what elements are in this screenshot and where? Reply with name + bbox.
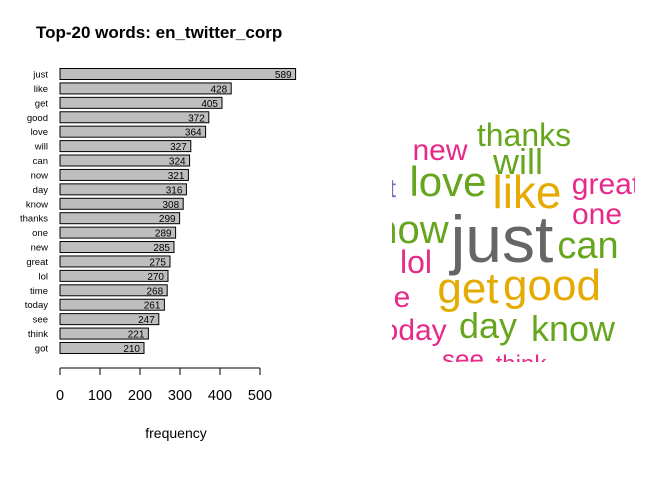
cloud-word: thanks bbox=[477, 117, 571, 153]
bar bbox=[59, 197, 184, 210]
cloud-word: lol bbox=[400, 244, 432, 280]
bar bbox=[59, 125, 207, 138]
value-label: 221 bbox=[128, 330, 145, 341]
y-tick-label: like bbox=[34, 84, 48, 95]
x-tick-label: 200 bbox=[128, 388, 152, 404]
bar bbox=[59, 212, 181, 225]
y-tick-label: see bbox=[33, 315, 48, 326]
x-tick-label: 400 bbox=[208, 388, 232, 404]
value-label: 589 bbox=[275, 70, 292, 81]
y-tick-label: got bbox=[35, 343, 49, 354]
cloud-word: like bbox=[492, 166, 561, 218]
bar bbox=[59, 226, 177, 239]
bar bbox=[59, 341, 145, 354]
cloud-word: got bbox=[360, 173, 397, 203]
chart-title: Top-20 words: en_twitter_corp bbox=[36, 23, 282, 42]
value-label: 327 bbox=[170, 142, 187, 153]
value-label: 405 bbox=[201, 99, 218, 110]
bar bbox=[59, 82, 232, 95]
cloud-word: think bbox=[496, 351, 548, 378]
x-tick-label: 0 bbox=[56, 388, 64, 404]
y-tick-label: think bbox=[28, 329, 48, 340]
cloud-word: one bbox=[572, 198, 622, 231]
y-tick-label: one bbox=[32, 228, 48, 239]
bar bbox=[59, 168, 189, 181]
y-tick-label: can bbox=[33, 156, 48, 167]
bar bbox=[59, 327, 149, 340]
bar bbox=[59, 269, 169, 282]
y-tick-label: just bbox=[32, 70, 48, 81]
cloud-word: now bbox=[375, 208, 448, 252]
value-label: 270 bbox=[147, 272, 164, 283]
cloud-word: get bbox=[437, 264, 498, 313]
y-tick-label: love bbox=[31, 127, 48, 138]
y-tick-label: good bbox=[27, 113, 48, 124]
cloud-word: time bbox=[354, 281, 411, 314]
cloud-word: just bbox=[449, 202, 554, 276]
value-label: 324 bbox=[169, 157, 186, 168]
y-tick-label: today bbox=[25, 300, 48, 311]
value-label: 210 bbox=[123, 344, 140, 355]
bar bbox=[59, 140, 192, 153]
value-label: 321 bbox=[168, 171, 185, 182]
value-label: 308 bbox=[163, 200, 180, 211]
bar bbox=[59, 111, 210, 124]
cloud-word: know bbox=[531, 308, 616, 349]
y-tick-label: day bbox=[33, 185, 49, 196]
bar bbox=[59, 96, 223, 109]
cloud-word: can bbox=[557, 225, 618, 267]
value-label: 261 bbox=[144, 301, 161, 312]
cloud-word: day bbox=[459, 305, 517, 346]
cloud-word: love bbox=[409, 158, 486, 205]
y-tick-label: new bbox=[31, 243, 49, 254]
y-tick-label: time bbox=[30, 286, 48, 297]
bar bbox=[59, 255, 171, 268]
y-tick-label: great bbox=[26, 257, 48, 268]
x-tick-label: 500 bbox=[248, 388, 272, 404]
cloud-word: will bbox=[492, 141, 543, 182]
y-tick-label: know bbox=[26, 199, 48, 210]
value-label: 268 bbox=[147, 286, 164, 297]
value-label: 428 bbox=[211, 84, 228, 95]
value-label: 299 bbox=[159, 214, 176, 225]
y-tick-label: will bbox=[34, 142, 48, 153]
bar bbox=[59, 154, 191, 167]
bar bbox=[59, 183, 187, 196]
value-label: 289 bbox=[155, 229, 172, 240]
cloud-word: great bbox=[572, 168, 641, 201]
x-tick-label: 300 bbox=[168, 388, 192, 404]
x-axis-label: frequency bbox=[145, 425, 206, 441]
value-label: 316 bbox=[166, 185, 183, 196]
y-tick-label: now bbox=[31, 170, 49, 181]
value-label: 364 bbox=[185, 128, 202, 139]
value-label: 247 bbox=[138, 315, 155, 326]
bar bbox=[59, 298, 165, 311]
value-label: 285 bbox=[153, 243, 170, 254]
value-label: 372 bbox=[188, 113, 205, 124]
cloud-word: good bbox=[503, 261, 601, 310]
y-tick-label: thanks bbox=[20, 214, 48, 225]
x-tick-label: 100 bbox=[88, 388, 112, 404]
bar bbox=[59, 313, 160, 326]
cloud-word: new bbox=[412, 134, 467, 167]
value-label: 275 bbox=[149, 257, 166, 268]
bar bbox=[59, 241, 175, 254]
cloud-word: today bbox=[373, 314, 446, 347]
bar bbox=[59, 284, 168, 297]
bar bbox=[59, 68, 297, 80]
y-tick-label: get bbox=[35, 98, 49, 109]
y-tick-label: lol bbox=[38, 271, 48, 282]
cloud-word: see bbox=[442, 344, 484, 374]
